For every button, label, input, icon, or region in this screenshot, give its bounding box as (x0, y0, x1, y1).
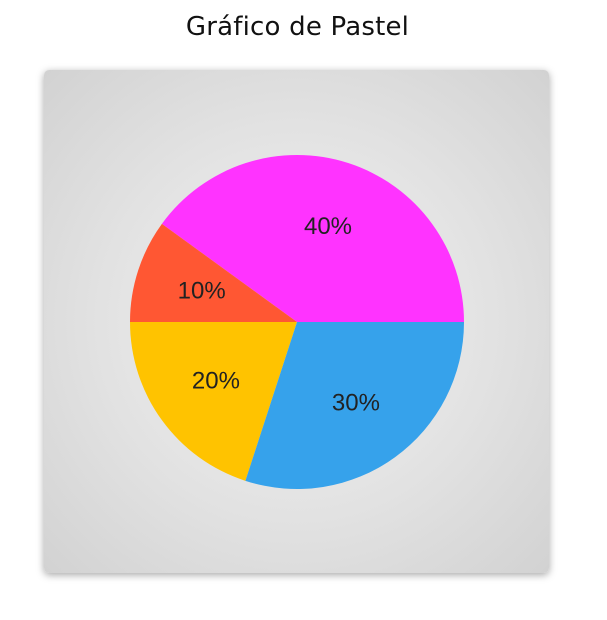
pie-slice-10pct (130, 223, 297, 322)
pie-chart-card: 40% 10% 20% 30% (44, 70, 549, 573)
pie-slice-label: 40% (304, 213, 352, 240)
pie-slices (130, 155, 464, 489)
pie-slice-label: 20% (192, 367, 240, 394)
pie-slice-20pct (130, 322, 297, 481)
pie-slice-30pct (245, 322, 464, 489)
pie-slice-40pct (161, 155, 464, 322)
pie-slice-label: 10% (178, 278, 226, 305)
pie-chart: 40% 10% 20% 30% (130, 155, 464, 489)
pie-slice-label: 30% (332, 390, 380, 417)
page-title: Gráfico de Pastel (185, 12, 410, 42)
pie-labels: 40% 10% 20% 30% (178, 213, 380, 416)
